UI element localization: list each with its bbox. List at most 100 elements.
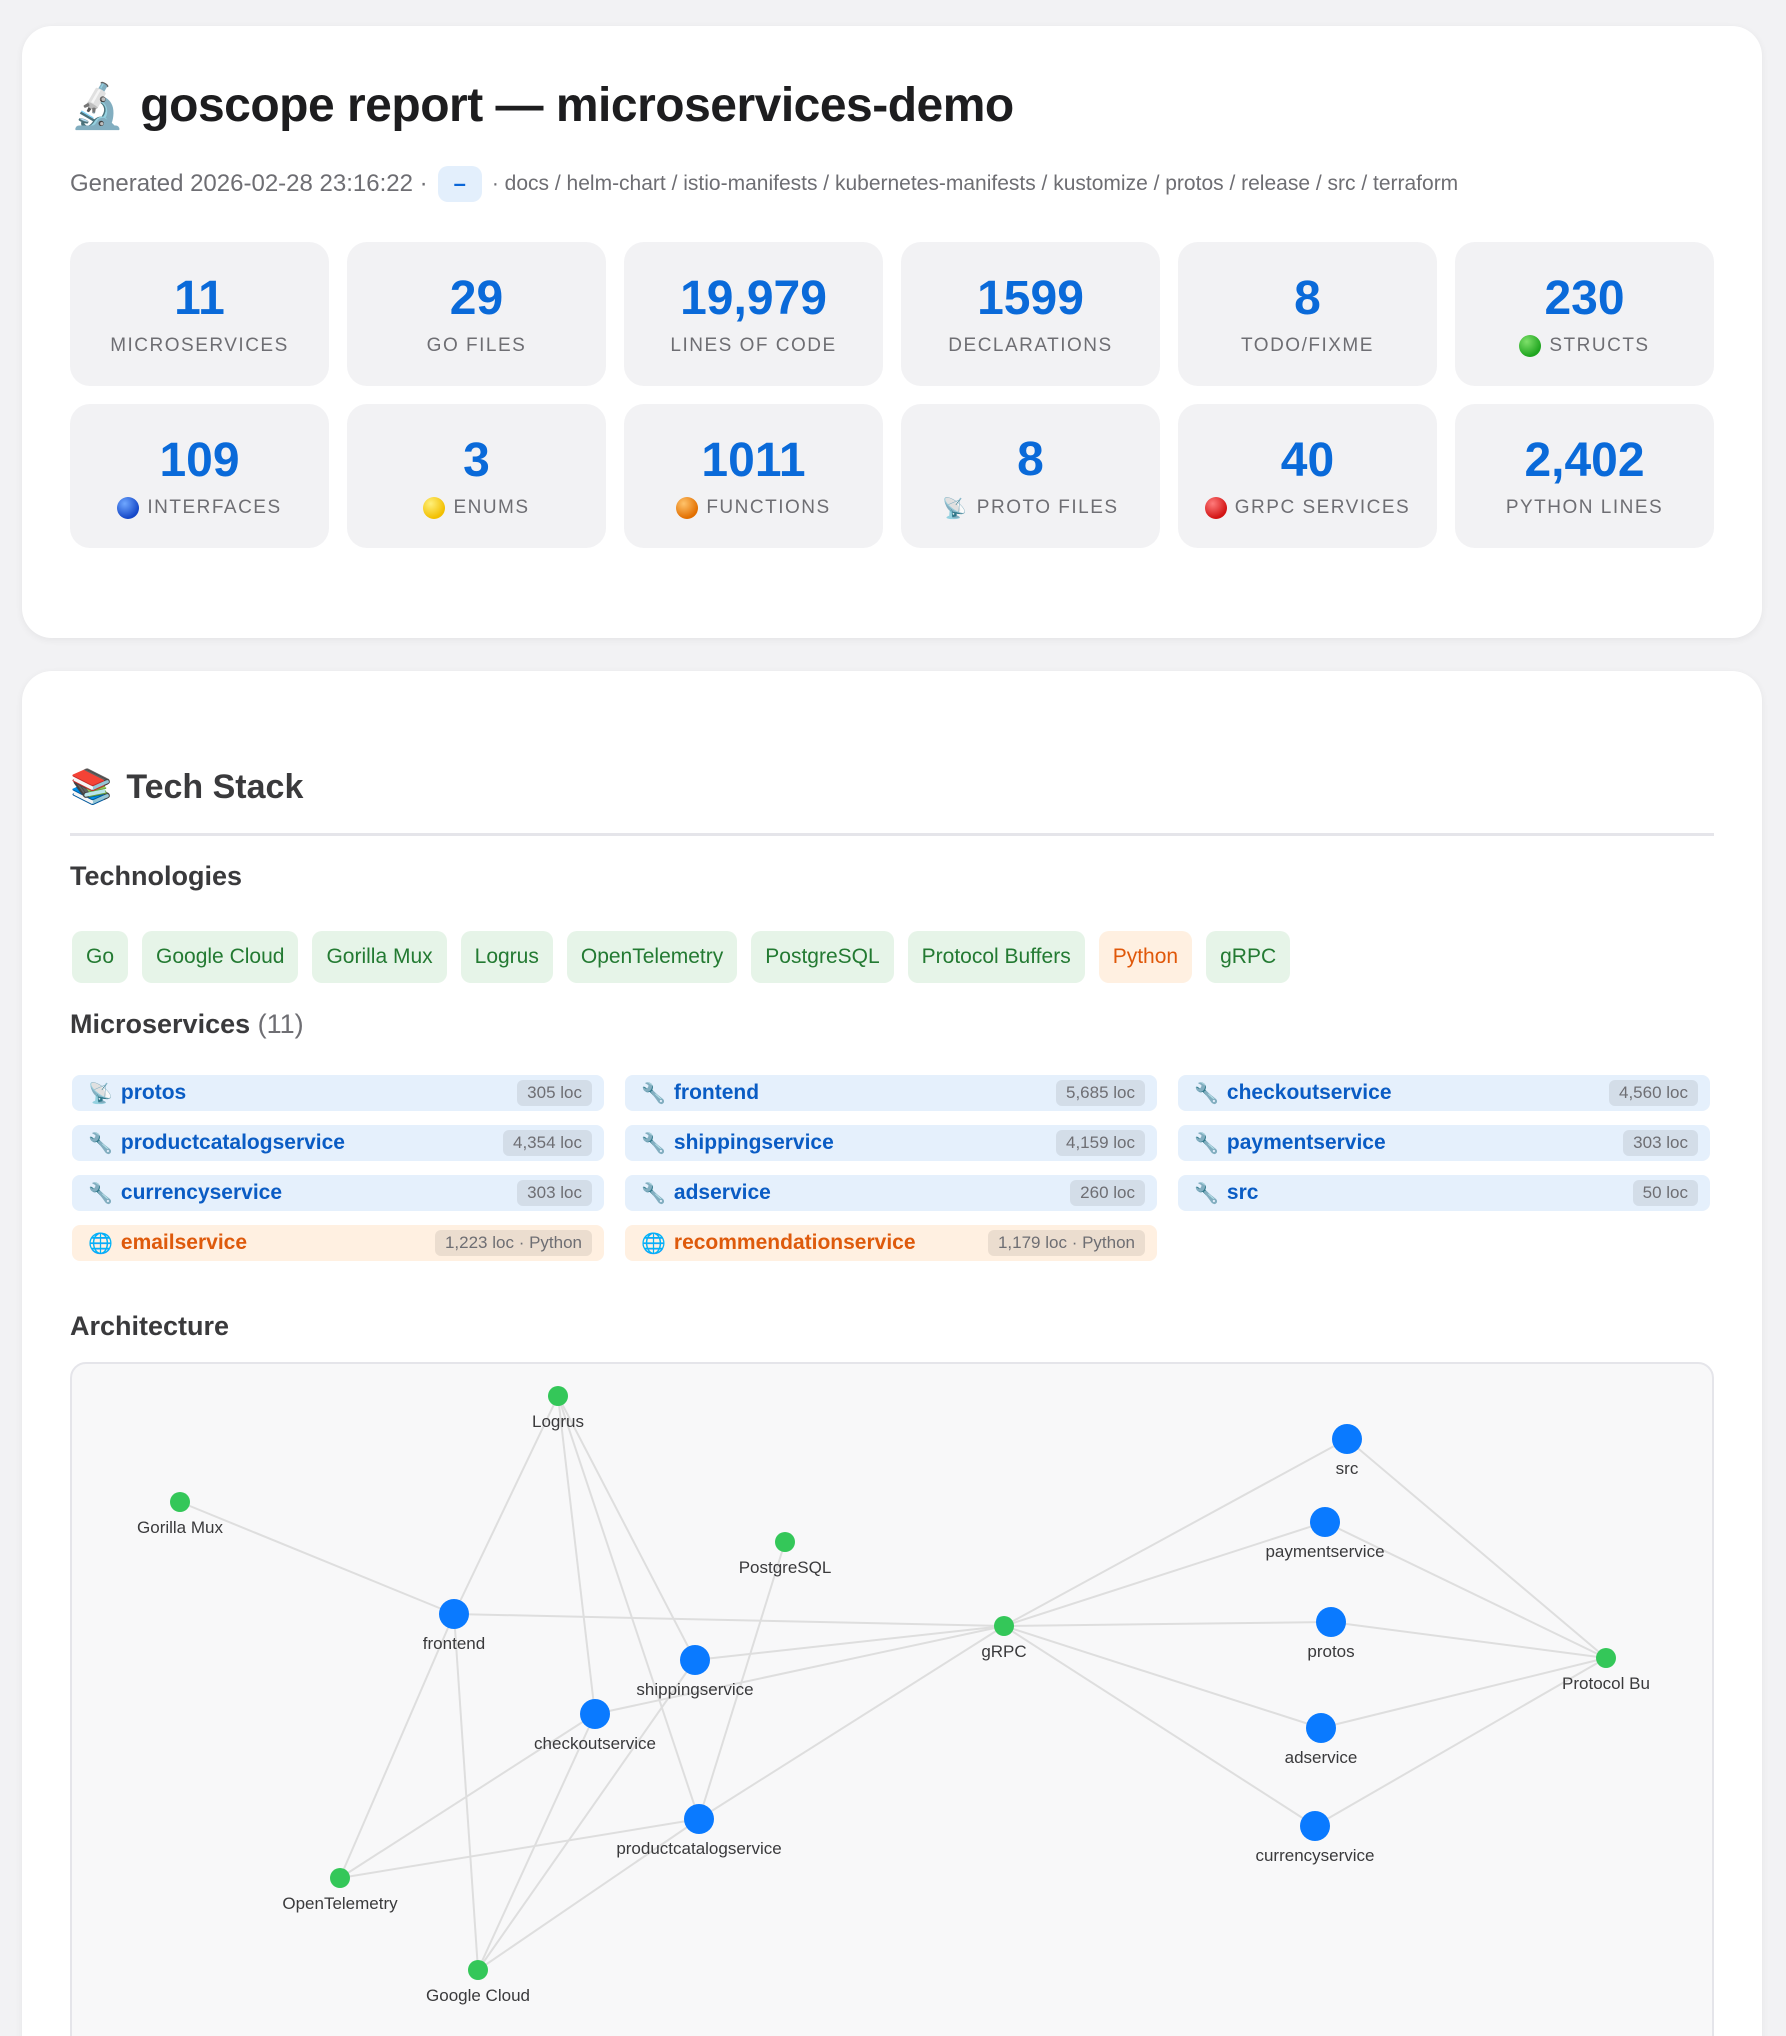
graph-edge-shippingservice-GoogleCloud: [477, 1659, 696, 1971]
stat-value: 29: [449, 272, 504, 325]
microservice-item-checkoutservice[interactable]: 🔧 checkoutservice 4,560 loc: [1178, 1075, 1710, 1111]
globe-icon: 🌐: [641, 1232, 666, 1255]
stat-card-structs: 230 STRUCTS: [1455, 242, 1714, 386]
stat-card-go-files: 29 GO FILES: [347, 242, 606, 386]
graph-node-GorillaMux[interactable]: Gorilla Mux: [137, 1492, 223, 1537]
tech-tag-gorilla-mux[interactable]: Gorilla Mux: [312, 931, 447, 983]
graph-edge-adservice-ProtocolBuffers: [1320, 1657, 1607, 1729]
microservice-item-frontend[interactable]: 🔧 frontend 5,685 loc: [625, 1075, 1157, 1111]
graph-node-label: Gorilla Mux: [137, 1518, 223, 1537]
graph-node-GoogleCloud[interactable]: Google Cloud: [426, 1960, 530, 2005]
graph-node-dot[interactable]: [1332, 1424, 1362, 1454]
wrench-icon: 🔧: [1194, 1082, 1219, 1105]
graph-node-dot[interactable]: [1300, 1811, 1330, 1841]
microservice-item-adservice[interactable]: 🔧 adservice 260 loc: [625, 1175, 1157, 1211]
graph-node-protos[interactable]: protos: [1307, 1607, 1355, 1661]
stat-label: LINES OF CODE: [670, 335, 836, 357]
stat-label-text: GO FILES: [426, 335, 527, 356]
tech-tag-protocol-buffers[interactable]: Protocol Buffers: [907, 931, 1085, 983]
graph-node-Logrus[interactable]: Logrus: [532, 1386, 584, 1431]
graph-edge-productcatalogservice-gRPC: [698, 1625, 1005, 1820]
graph-node-label: shippingservice: [636, 1680, 753, 1699]
graph-node-dot[interactable]: [1316, 1607, 1346, 1637]
stat-label-text: GRPC SERVICES: [1234, 497, 1411, 518]
microservice-name[interactable]: paymentservice: [1226, 1131, 1386, 1154]
graph-edge-shippingservice-gRPC: [694, 1625, 1005, 1661]
graph-node-dot[interactable]: [994, 1616, 1014, 1636]
microservice-name[interactable]: shippingservice: [673, 1131, 834, 1154]
stat-value: 230: [1544, 272, 1625, 325]
microservice-name[interactable]: frontend: [673, 1081, 760, 1104]
stat-label-text: TODO/FIXME: [1241, 335, 1374, 356]
microservice-item-protos[interactable]: 📡 protos 305 loc: [72, 1075, 604, 1111]
graph-node-src[interactable]: src: [1332, 1424, 1362, 1478]
blue-circle-icon: [117, 497, 140, 519]
graph-node-gRPC[interactable]: gRPC: [981, 1616, 1027, 1661]
microservice-name[interactable]: currencyservice: [120, 1181, 283, 1204]
microservice-name[interactable]: protos: [120, 1081, 187, 1104]
stat-card-declarations: 1599 DECLARATIONS: [901, 242, 1160, 386]
stat-label-text: DECLARATIONS: [948, 335, 1113, 356]
graph-node-checkoutservice[interactable]: checkoutservice: [534, 1699, 656, 1753]
tech-tag-logrus[interactable]: Logrus: [460, 931, 553, 983]
microservice-name[interactable]: productcatalogservice: [120, 1131, 345, 1154]
graph-node-dot[interactable]: [330, 1868, 350, 1888]
graph-node-dot[interactable]: [1310, 1507, 1340, 1537]
microservice-item-paymentservice[interactable]: 🔧 paymentservice 303 loc: [1178, 1125, 1710, 1161]
graph-node-dot[interactable]: [1596, 1648, 1616, 1668]
tech-tag-go[interactable]: Go: [72, 931, 129, 983]
microservice-name[interactable]: recommendationservice: [673, 1231, 916, 1254]
microservice-name[interactable]: src: [1226, 1181, 1259, 1204]
graph-node-productcatalogservice[interactable]: productcatalogservice: [616, 1804, 782, 1858]
microservice-name[interactable]: adservice: [673, 1181, 771, 1204]
microservices-heading: Microservices (11): [70, 1009, 304, 1040]
graph-node-dot[interactable]: [684, 1804, 714, 1834]
tech-tag-postgresql[interactable]: PostgreSQL: [751, 931, 894, 983]
graph-node-dot[interactable]: [170, 1492, 190, 1512]
graph-node-dot[interactable]: [580, 1699, 610, 1729]
graph-edge-checkoutservice-OpenTelemetry: [339, 1713, 596, 1879]
stat-label: GRPC SERVICES: [1204, 497, 1411, 519]
tech-tag-opentelemetry[interactable]: OpenTelemetry: [566, 931, 738, 983]
stat-label: FUNCTIONS: [676, 497, 830, 519]
architecture-graph-canvas[interactable]: Logrus Gorilla Mux PostgreSQL gRPC Protocol …: [72, 1364, 1714, 2036]
microservice-item-recommendationservice[interactable]: 🌐 recommendationservice 1,179 loc · Pyth…: [625, 1225, 1157, 1261]
microservice-loc-badge: 260 loc: [1070, 1180, 1145, 1206]
graph-node-ProtocolBuffers[interactable]: Protocol Bu: [1562, 1648, 1650, 1693]
graph-node-dot[interactable]: [439, 1599, 469, 1629]
graph-node-frontend[interactable]: frontend: [423, 1599, 485, 1653]
microservice-name[interactable]: emailservice: [120, 1231, 248, 1254]
graph-node-dot[interactable]: [680, 1645, 710, 1675]
tech-tag-google-cloud[interactable]: Google Cloud: [142, 931, 299, 983]
microservice-item-productcatalogservice[interactable]: 🔧 productcatalogservice 4,354 loc: [72, 1125, 604, 1161]
microservice-loc-badge: 1,179 loc · Python: [987, 1230, 1145, 1256]
microservice-item-currencyservice[interactable]: 🔧 currencyservice 303 loc: [72, 1175, 604, 1211]
graph-edges: [179, 1395, 1607, 1971]
graph-node-paymentservice[interactable]: paymentservice: [1265, 1507, 1385, 1561]
microservice-item-shippingservice[interactable]: 🔧 shippingservice 4,159 loc: [625, 1125, 1157, 1161]
microservice-item-src[interactable]: 🔧 src 50 loc: [1178, 1175, 1710, 1211]
stat-label: TODO/FIXME: [1241, 335, 1374, 357]
graph-node-adservice[interactable]: adservice: [1285, 1713, 1358, 1767]
graph-node-shippingservice[interactable]: shippingservice: [636, 1645, 754, 1699]
graph-node-dot[interactable]: [548, 1386, 568, 1406]
microservice-name[interactable]: checkoutservice: [1226, 1081, 1392, 1104]
summary-card: 🔬 goscope report — microservices-demo Ge…: [22, 26, 1762, 638]
graph-node-dot[interactable]: [1306, 1713, 1336, 1743]
graph-edge-productcatalogservice-GoogleCloud: [477, 1818, 700, 1971]
graph-node-dot[interactable]: [468, 1960, 488, 1980]
graph-node-PostgreSQL[interactable]: PostgreSQL: [739, 1532, 832, 1577]
stat-value: 11: [174, 272, 225, 325]
graph-node-label: Protocol Bu: [1562, 1674, 1650, 1693]
wrench-icon: 🔧: [1194, 1132, 1219, 1155]
wrench-icon: 🔧: [88, 1182, 113, 1205]
branch-pill[interactable]: –: [437, 166, 482, 202]
architecture-graph[interactable]: Logrus Gorilla Mux PostgreSQL gRPC Protocol …: [70, 1362, 1714, 2036]
graph-node-OpenTelemetry[interactable]: OpenTelemetry: [282, 1868, 398, 1913]
tech-tag-grpc[interactable]: gRPC: [1206, 931, 1291, 983]
microservice-item-emailservice[interactable]: 🌐 emailservice 1,223 loc · Python: [72, 1225, 604, 1261]
graph-node-currencyservice[interactable]: currencyservice: [1255, 1811, 1375, 1865]
tech-tag-python[interactable]: Python: [1098, 931, 1193, 983]
graph-node-dot[interactable]: [775, 1532, 795, 1552]
stat-value: 3: [463, 434, 490, 487]
